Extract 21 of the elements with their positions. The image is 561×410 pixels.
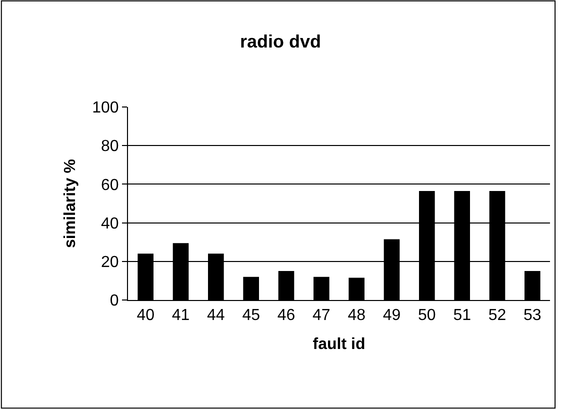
y-tick-label: 80: [101, 138, 119, 156]
x-tick-label: 40: [136, 307, 155, 324]
x-tick-label: 47: [312, 307, 330, 324]
x-tick-label: 50: [418, 307, 436, 324]
x-tick-label: 49: [382, 307, 401, 324]
y-tick-label: 60: [101, 176, 119, 194]
x-tick-label: 46: [277, 307, 296, 324]
x-tick-label: 41: [172, 307, 190, 324]
y-tick-label: 0: [110, 292, 119, 310]
x-tick-label: 44: [207, 307, 225, 324]
y-tick-label: 40: [101, 215, 119, 232]
x-tick-label: 45: [242, 307, 260, 324]
y-tick-label: 20: [101, 254, 119, 271]
x-tick-label: 48: [348, 307, 366, 324]
y-tick-label: 100: [92, 100, 119, 117]
chart-title: radio dvd: [240, 31, 322, 52]
x-tick-label: 53: [524, 307, 542, 324]
x-tick-label: 51: [453, 307, 472, 324]
x-tick-label: 52: [488, 307, 506, 324]
y-axis-title: similarity %: [62, 159, 79, 248]
x-axis-title: fault id: [312, 336, 366, 353]
